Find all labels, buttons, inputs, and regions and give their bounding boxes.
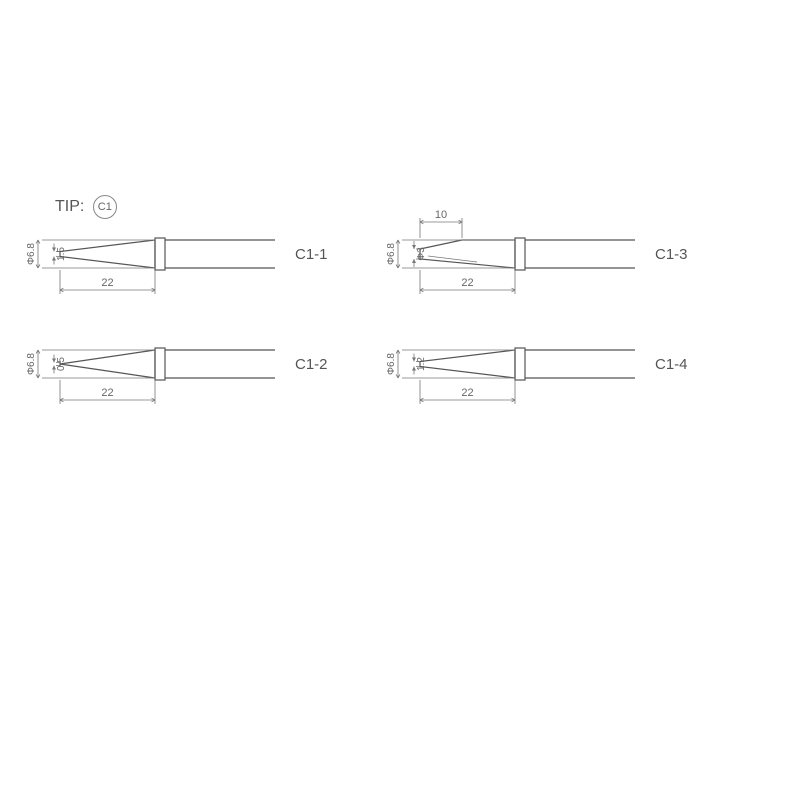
- dim-diameter: Φ6.8: [386, 243, 397, 265]
- part-label: C1-4: [655, 356, 688, 373]
- dim-diameter: Φ6.8: [26, 243, 37, 265]
- diagram-canvas: Φ6.8 1.5 22 C1-1 Φ6.8 0.5 22 C1-2 Φ6.8 Φ3 22 10 C1-3…: [0, 0, 800, 800]
- dim-tip: Φ3: [416, 247, 427, 261]
- dim-extra-top: 10: [435, 209, 447, 221]
- tip-drawing-C1-1: Φ6.8 1.5 22 C1-1: [26, 238, 328, 294]
- tip-drawing-C1-3: Φ6.8 Φ3 22 10 C1-3: [386, 209, 688, 294]
- dim-tip: 1.5: [56, 247, 67, 261]
- dim-length: 22: [101, 387, 113, 399]
- dim-length: 22: [461, 277, 473, 289]
- dim-diameter: Φ6.8: [26, 353, 37, 375]
- tip-drawing-C1-2: Φ6.8 0.5 22 C1-2: [26, 348, 328, 404]
- tip-drawing-C1-4: Φ6.8 1.2 22 C1-4: [386, 348, 688, 404]
- part-label: C1-2: [295, 356, 328, 373]
- part-label: C1-1: [295, 246, 328, 263]
- dim-length: 22: [101, 277, 113, 289]
- dim-diameter: Φ6.8: [386, 353, 397, 375]
- dim-tip: 1.2: [416, 357, 427, 371]
- part-label: C1-3: [655, 246, 688, 263]
- dim-length: 22: [461, 387, 473, 399]
- dim-tip: 0.5: [56, 357, 67, 371]
